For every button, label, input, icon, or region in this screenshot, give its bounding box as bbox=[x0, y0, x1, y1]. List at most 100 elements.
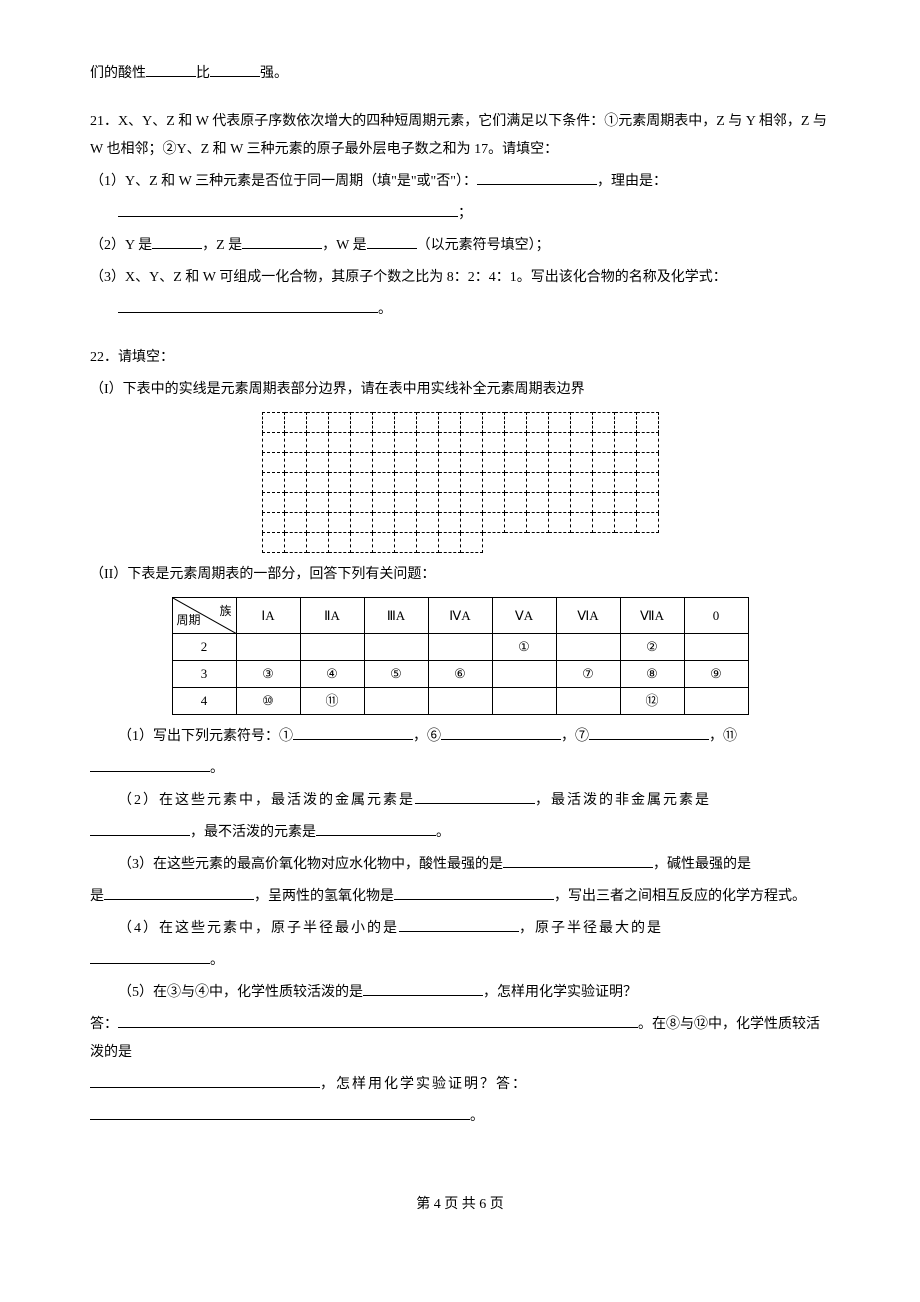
table-row: 2 ① ② bbox=[172, 634, 748, 661]
text: ，⑦ bbox=[561, 729, 589, 744]
grid-row bbox=[262, 453, 658, 473]
cell: ⑦ bbox=[556, 661, 620, 688]
blank[interactable] bbox=[441, 723, 561, 740]
grid-cell bbox=[460, 433, 482, 453]
text: ； bbox=[458, 206, 472, 221]
corner-top: 族 bbox=[219, 599, 231, 623]
grid-cell bbox=[328, 493, 350, 513]
grid-row bbox=[262, 473, 658, 493]
blank[interactable] bbox=[477, 168, 597, 185]
blank[interactable] bbox=[146, 60, 196, 77]
grid-cell bbox=[570, 453, 592, 473]
grid-cell bbox=[570, 413, 592, 433]
text: 。 bbox=[210, 761, 224, 776]
row-header: 2 bbox=[172, 634, 236, 661]
question-21: 21．X、Y、Z 和 W 代表原子序数依次增大的四种短周期元素，它们满足以下条件… bbox=[90, 108, 830, 324]
blank[interactable] bbox=[90, 1071, 320, 1088]
grid-cell bbox=[592, 413, 614, 433]
text: 们的酸性 bbox=[90, 66, 146, 81]
grid-cell bbox=[614, 453, 636, 473]
grid-row bbox=[262, 413, 658, 433]
blank[interactable] bbox=[316, 819, 436, 836]
grid-cell bbox=[548, 513, 570, 533]
blank[interactable] bbox=[118, 1011, 638, 1028]
grid-cell bbox=[504, 413, 526, 433]
col-header: ⅥA bbox=[556, 598, 620, 634]
blank[interactable] bbox=[104, 883, 254, 900]
blank[interactable] bbox=[399, 915, 519, 932]
grid-cell bbox=[526, 453, 548, 473]
grid-cell bbox=[614, 433, 636, 453]
grid-cell bbox=[526, 493, 548, 513]
grid-cell bbox=[504, 493, 526, 513]
grid-cell bbox=[636, 413, 658, 433]
grid-cell bbox=[460, 493, 482, 513]
grid-cell bbox=[592, 533, 614, 553]
grid-cell bbox=[482, 453, 504, 473]
grid-cell bbox=[372, 473, 394, 493]
grid-cell bbox=[350, 513, 372, 533]
blank[interactable] bbox=[118, 200, 458, 217]
cell: ⑧ bbox=[620, 661, 684, 688]
top-fragment: 们的酸性比强。 bbox=[90, 60, 830, 88]
grid-cell bbox=[350, 473, 372, 493]
blank[interactable] bbox=[242, 232, 322, 249]
col-header: ⅣA bbox=[428, 598, 492, 634]
q21-part3: （3）X、Y、Z 和 W 可组成一化合物，其原子个数之比为 8：2：4：1。写出… bbox=[90, 264, 830, 292]
cell: ⑫ bbox=[620, 688, 684, 715]
q22-p5-ans2: ，怎样用化学实验证明？答： bbox=[90, 1071, 830, 1099]
text: 。 bbox=[378, 302, 392, 317]
blank[interactable] bbox=[90, 947, 210, 964]
text: （3）在这些元素的最高价氧化物对应水化物中，酸性最强的是 bbox=[118, 857, 503, 872]
grid-cell bbox=[262, 513, 284, 533]
q22-p4: （4）在这些元素中，原子半径最小的是，原子半径最大的是 bbox=[90, 915, 830, 943]
grid-cell bbox=[438, 493, 460, 513]
q22-p2b: ，最不活泼的元素是。 bbox=[90, 819, 830, 847]
cell: ① bbox=[492, 634, 556, 661]
blank[interactable] bbox=[394, 883, 554, 900]
text: ，⑪ bbox=[709, 729, 737, 744]
grid-cell bbox=[372, 533, 394, 553]
grid-cell bbox=[548, 493, 570, 513]
grid-cell bbox=[438, 533, 460, 553]
text: ，最不活泼的元素是 bbox=[190, 825, 316, 840]
grid-cell bbox=[504, 433, 526, 453]
blank[interactable] bbox=[503, 851, 653, 868]
grid-cell bbox=[372, 453, 394, 473]
blank[interactable] bbox=[90, 819, 190, 836]
text: （以元素符号填空）； bbox=[417, 238, 550, 253]
blank[interactable] bbox=[90, 1103, 470, 1120]
cell bbox=[556, 634, 620, 661]
grid-cell bbox=[548, 473, 570, 493]
grid-cell bbox=[614, 533, 636, 553]
blank[interactable] bbox=[118, 296, 378, 313]
text: ，写出三者之间相互反应的化学方程式。 bbox=[554, 889, 806, 904]
grid-cell bbox=[636, 433, 658, 453]
element-table-wrap: 族 周期 ⅠA ⅡA ⅢA ⅣA ⅤA ⅥA ⅦA 0 2 ① ② bbox=[90, 597, 830, 715]
grid-cell bbox=[614, 413, 636, 433]
grid-cell bbox=[570, 513, 592, 533]
blank[interactable] bbox=[363, 979, 483, 996]
grid-cell bbox=[548, 413, 570, 433]
blank[interactable] bbox=[415, 787, 535, 804]
blank[interactable] bbox=[90, 755, 210, 772]
grid-cell bbox=[372, 413, 394, 433]
q22-p5-ans3: 。 bbox=[90, 1103, 830, 1131]
blank[interactable] bbox=[293, 723, 413, 740]
q21-lead: 21．X、Y、Z 和 W 代表原子序数依次增大的四种短周期元素，它们满足以下条件… bbox=[90, 108, 830, 164]
cell: ⑪ bbox=[300, 688, 364, 715]
grid-cell bbox=[504, 473, 526, 493]
grid-cell bbox=[350, 533, 372, 553]
blank[interactable] bbox=[152, 232, 202, 249]
blank[interactable] bbox=[367, 232, 417, 249]
grid-cell bbox=[416, 413, 438, 433]
grid-cell bbox=[548, 453, 570, 473]
text: ，呈两性的氢氧化物是 bbox=[254, 889, 394, 904]
grid-cell bbox=[328, 473, 350, 493]
grid-cell bbox=[526, 473, 548, 493]
blank[interactable] bbox=[589, 723, 709, 740]
blank[interactable] bbox=[210, 60, 260, 77]
grid-cell bbox=[284, 533, 306, 553]
q22-p4b: 。 bbox=[90, 947, 830, 975]
text: （4）在这些元素中，原子半径最小的是 bbox=[118, 921, 399, 936]
